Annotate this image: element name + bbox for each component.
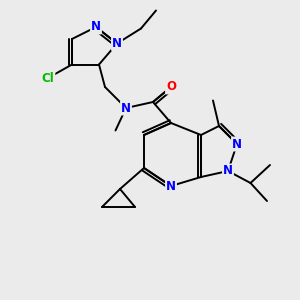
Text: N: N [112,37,122,50]
Text: O: O [166,80,176,94]
Text: N: N [223,164,233,178]
Text: N: N [166,179,176,193]
Text: N: N [91,20,101,34]
Text: N: N [232,137,242,151]
Text: N: N [121,101,131,115]
Text: Cl: Cl [42,71,54,85]
